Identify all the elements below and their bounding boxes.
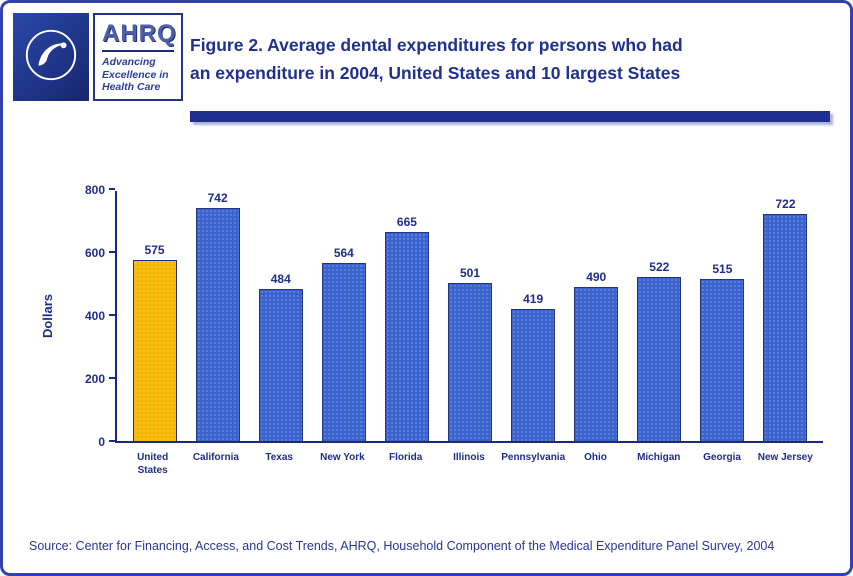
- bar-column: 490: [565, 191, 628, 441]
- bar-michigan: [637, 276, 682, 441]
- bar-new-jersey: [763, 213, 808, 441]
- bar-pennsylvania: [511, 309, 556, 441]
- y-tick-label: 600: [84, 246, 105, 260]
- bar-california: [195, 208, 240, 441]
- bar-value-label: 522: [649, 259, 670, 274]
- y-tick-mark: [109, 188, 115, 190]
- bar-georgia: [700, 278, 745, 441]
- bar-column: 564: [312, 191, 375, 441]
- x-axis-label: Florida: [374, 451, 437, 477]
- y-tick-label: 800: [84, 183, 105, 197]
- y-tick-mark: [109, 314, 115, 316]
- hhs-logo: [13, 13, 89, 101]
- x-axis-label: Georgia: [690, 451, 753, 477]
- x-axis-label: Illinois: [437, 451, 500, 477]
- x-axis-label-text: New Jersey: [757, 452, 813, 463]
- ahrq-tagline-line-2: Excellence in: [102, 68, 169, 81]
- bar-column: 501: [438, 191, 501, 441]
- bar-new-york: [321, 263, 366, 441]
- y-tick-label: 400: [84, 309, 105, 323]
- y-tick-mark: [109, 251, 115, 253]
- x-axis-label: Pennsylvania: [501, 451, 566, 477]
- bar-value-label: 722: [775, 196, 796, 211]
- bar-texas: [258, 288, 303, 441]
- bar-value-label: 742: [207, 191, 228, 205]
- bar-ohio: [574, 286, 619, 441]
- bar-column: 665: [375, 191, 438, 441]
- bar-column: 484: [249, 191, 312, 441]
- plot-area: Dollars 575 742 484 564 665 501 419 490 522 515 72…: [40, 183, 823, 449]
- bar-column: 722: [754, 191, 817, 441]
- y-axis-title: Dollars: [40, 293, 55, 339]
- x-axis-label: Texas: [248, 451, 311, 477]
- ahrq-tagline-line-3: Health Care: [102, 81, 161, 94]
- x-axis-label-text: Ohio: [584, 452, 607, 463]
- figure-title-line-1: Figure 2. Average dental expenditures fo…: [190, 35, 683, 55]
- x-axis-label-text: Florida: [389, 452, 423, 463]
- bar-column: 419: [502, 191, 565, 441]
- bar-value-label: 484: [270, 271, 291, 286]
- bar-value-label: 501: [460, 266, 481, 281]
- x-axis-label: New Jersey: [754, 451, 817, 477]
- bar-value-label: 419: [523, 292, 544, 307]
- x-axis-label-text: Michigan: [637, 452, 681, 463]
- source-note: Source: Center for Financing, Access, an…: [29, 539, 775, 553]
- y-tick-label: 0: [98, 435, 105, 449]
- bar-value-label: 564: [333, 246, 354, 261]
- bar-florida: [384, 231, 429, 441]
- x-axis-label: New York: [311, 451, 374, 477]
- header-divider-bar: [190, 111, 830, 122]
- ahrq-tagline-line-1: Advancing: [102, 56, 156, 68]
- x-axis-label: Michigan: [627, 451, 690, 477]
- bar-column: 742: [186, 191, 249, 441]
- figure-title-line-2: an expenditure in 2004, United States an…: [190, 63, 681, 83]
- x-axis-label-text: New York: [320, 452, 365, 463]
- y-tick-mark: [109, 377, 115, 379]
- bar-illinois: [448, 283, 493, 441]
- x-axis-label: Ohio: [564, 451, 627, 477]
- y-tick-label: 200: [84, 372, 105, 386]
- x-axis-label-text: Texas: [265, 452, 293, 463]
- x-axis-label: California: [184, 451, 247, 477]
- bar-value-label: 490: [586, 269, 607, 284]
- figure-title: Figure 2. Average dental expenditures fo…: [190, 31, 683, 87]
- bar-value-label: 665: [396, 214, 417, 229]
- bars-row: 575 742 484 564 665 501 419 490 522 515 722: [117, 191, 823, 441]
- x-labels-row: United States California Texas New York Flor…: [115, 451, 823, 477]
- ahrq-logo: AHRQ Advancing Excellence in Health Care: [93, 13, 183, 101]
- bar-value-label: 515: [712, 261, 733, 276]
- hhs-eagle-seal-icon: [22, 26, 80, 89]
- bar-column: 522: [628, 191, 691, 441]
- ahrq-tagline: Advancing Excellence in Health Care: [102, 56, 174, 94]
- x-axis-label-text: Pennsylvania: [501, 452, 566, 463]
- bar-column: 515: [691, 191, 754, 441]
- x-axis-label: United States: [121, 451, 184, 477]
- bar-united-states: [132, 259, 177, 441]
- y-tick-mark: [109, 440, 115, 442]
- x-axis-label-text: Illinois: [453, 452, 485, 463]
- bar-value-label: 575: [144, 242, 165, 257]
- ahrq-acronym: AHRQ: [102, 20, 176, 52]
- x-axis-label-text: United States: [137, 452, 169, 476]
- bar-column: 575: [123, 191, 186, 441]
- x-axis-label-text: California: [192, 452, 239, 463]
- x-axis-label-text: Georgia: [703, 452, 741, 463]
